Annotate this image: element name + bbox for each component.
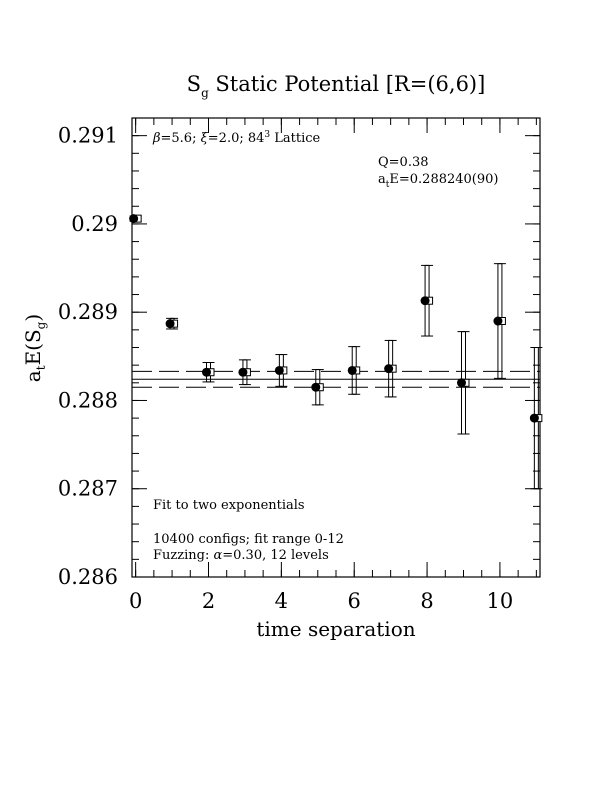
data-point-circle — [165, 319, 175, 329]
x-tick-label: 2 — [202, 589, 215, 613]
data-point-circle — [347, 365, 357, 375]
x-tick-label: 10 — [487, 589, 514, 613]
lattice-annotation: β=5.6; ξ=2.0; 843 Lattice — [152, 130, 321, 146]
x-tick-label: 8 — [420, 589, 433, 613]
x-tick-label: 6 — [348, 589, 361, 613]
x-tick-label: 0 — [129, 589, 142, 613]
configs-annotation: 10400 configs; fit range 0-12 — [153, 532, 344, 547]
energy-annotation: atE=0.288240(90) — [378, 172, 499, 190]
x-tick-labels: 0 2 4 6 8 10 — [129, 589, 513, 613]
data-point-circle — [238, 367, 248, 377]
data-point-circle — [129, 214, 139, 224]
fit-type-annotation: Fit to two exponentials — [153, 498, 305, 513]
data-point-circle — [529, 413, 539, 423]
x-tick-label: 4 — [275, 589, 288, 613]
y-tick-labels: 0.286 0.287 0.288 0.289 0.29 0.291 — [58, 124, 118, 589]
y-tick-label: 0.289 — [58, 300, 118, 324]
y-tick-label: 0.288 — [58, 388, 118, 412]
data-point-circle — [384, 364, 394, 374]
data-point-circle — [420, 296, 430, 306]
fit-lines — [132, 370, 540, 388]
data-point-circle — [457, 378, 466, 388]
y-tick-label: 0.29 — [71, 212, 118, 236]
data-point-circle — [202, 367, 211, 377]
data-point-circle — [493, 316, 503, 326]
fuzzing-annotation: Fuzzing: α=0.30, 12 levels — [153, 548, 329, 563]
y-axis-label: atE(Sg) — [21, 314, 48, 382]
y-tick-label: 0.287 — [58, 477, 118, 501]
data-point-circle — [311, 382, 321, 392]
chart-title: Sg Static Potential [R=(6,6)] — [187, 72, 486, 100]
x-axis-label: time separation — [256, 617, 415, 641]
data-point-circle — [274, 365, 284, 375]
axis-ticks — [132, 117, 540, 578]
q-value-annotation: Q=0.38 — [378, 155, 429, 170]
y-tick-label: 0.291 — [58, 124, 118, 148]
data-points — [129, 214, 543, 490]
y-tick-label: 0.286 — [58, 565, 118, 589]
